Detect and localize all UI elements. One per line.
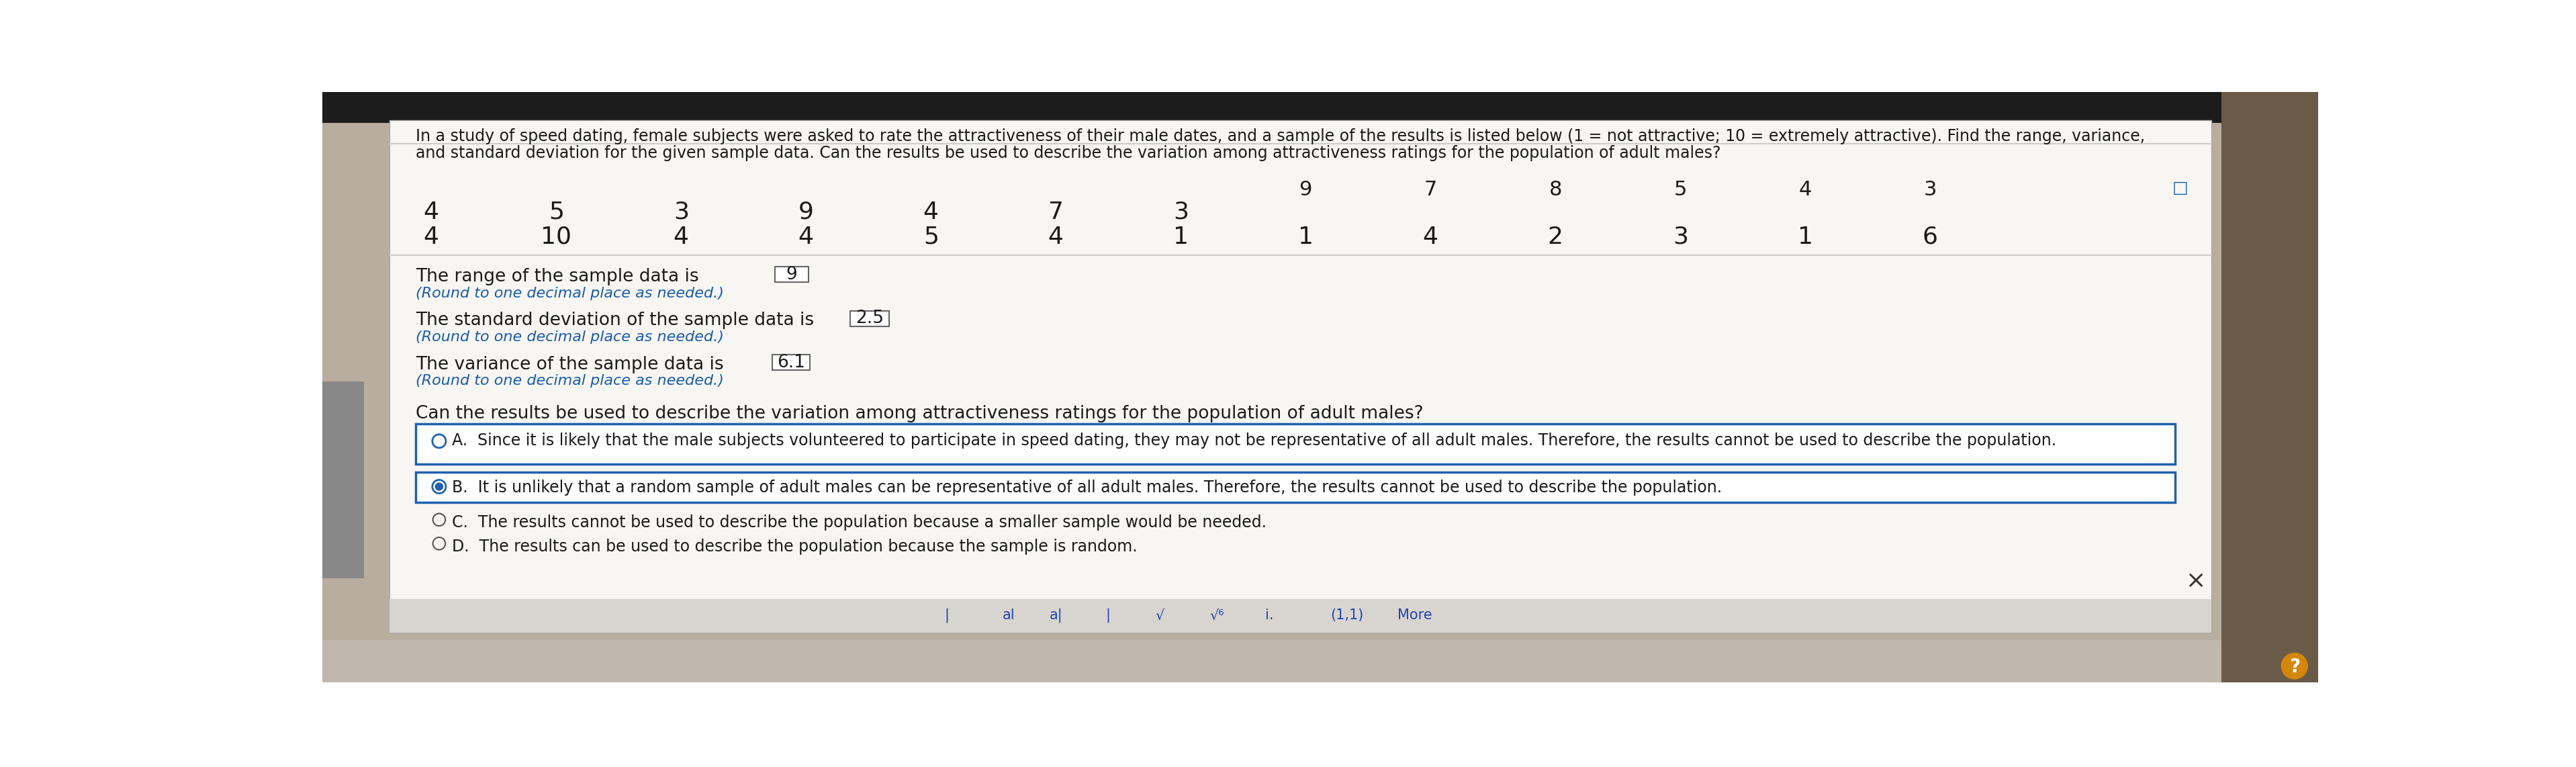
Text: C.  The results cannot be used to describe the population because a smaller samp: C. The results cannot be used to describ…: [453, 515, 1267, 531]
Text: a|: a|: [1048, 608, 1061, 623]
Text: and standard deviation for the given sample data. Can the results be used to des: and standard deviation for the given sam…: [415, 145, 1721, 161]
Text: 6: 6: [1922, 225, 1937, 249]
Text: 2: 2: [1548, 225, 1564, 249]
Text: 3: 3: [1924, 180, 1937, 199]
Text: 7: 7: [1048, 201, 1064, 223]
Text: √: √: [1157, 609, 1164, 622]
Bar: [322, 640, 2318, 683]
Text: 8: 8: [1548, 180, 1561, 199]
Text: (Round to one decimal place as needed.): (Round to one decimal place as needed.): [415, 331, 724, 344]
Bar: [389, 120, 2210, 633]
Text: 4: 4: [1798, 180, 1811, 199]
Text: 7: 7: [1425, 180, 1437, 199]
Text: 9: 9: [786, 266, 796, 283]
Bar: [322, 382, 363, 578]
Text: |: |: [945, 608, 948, 623]
Text: (Round to one decimal place as needed.): (Round to one decimal place as needed.): [415, 287, 724, 300]
Text: The range of the sample data is: The range of the sample data is: [415, 268, 698, 285]
Text: The standard deviation of the sample data is: The standard deviation of the sample dat…: [415, 312, 814, 329]
Text: 3: 3: [1672, 225, 1687, 249]
Text: |: |: [1105, 608, 1110, 623]
Text: More: More: [1399, 609, 1432, 622]
Text: 4: 4: [1422, 225, 1437, 249]
Text: 4: 4: [1048, 225, 1064, 249]
Text: 5: 5: [1674, 180, 1687, 199]
Text: In a study of speed dating, female subjects were asked to rate the attractivenes: In a study of speed dating, female subje…: [415, 128, 2146, 144]
Text: 3: 3: [1172, 201, 1188, 223]
Text: 1: 1: [1172, 225, 1188, 249]
Text: D.  The results can be used to describe the population because the sample is ran: D. The results can be used to describe t…: [453, 538, 1139, 555]
Bar: [2221, 92, 2318, 683]
Bar: [773, 355, 809, 370]
Text: A.  Since it is likely that the male subjects volunteered to participate in spee: A. Since it is likely that the male subj…: [453, 433, 2056, 449]
Text: 4: 4: [422, 201, 438, 223]
Text: 9: 9: [799, 201, 814, 223]
Text: □: □: [2172, 180, 2187, 196]
Text: ?: ?: [2290, 658, 2300, 676]
Text: The variance of the sample data is: The variance of the sample data is: [415, 356, 724, 374]
Bar: [389, 599, 2210, 633]
Bar: [775, 267, 809, 282]
Text: 2.5: 2.5: [855, 310, 884, 328]
Text: 4: 4: [922, 201, 938, 223]
Bar: [850, 311, 889, 326]
Text: 3: 3: [672, 201, 688, 223]
Text: (Round to one decimal place as needed.): (Round to one decimal place as needed.): [415, 374, 724, 388]
Text: 4: 4: [422, 225, 438, 249]
Text: 1: 1: [1798, 225, 1814, 249]
Text: 6.1: 6.1: [778, 354, 806, 371]
Text: i.: i.: [1265, 609, 1273, 622]
Text: 10: 10: [541, 225, 572, 249]
Text: Can the results be used to describe the variation among attractiveness ratings f: Can the results be used to describe the …: [415, 405, 1425, 423]
Text: 5: 5: [549, 201, 564, 223]
Text: √⁶: √⁶: [1211, 609, 1224, 622]
Text: ×: ×: [2184, 569, 2205, 592]
Bar: [415, 472, 2174, 502]
Bar: [415, 424, 2174, 464]
Circle shape: [2280, 653, 2308, 680]
Bar: [322, 92, 2318, 123]
Text: B.  It is unlikely that a random sample of adult males can be representative of : B. It is unlikely that a random sample o…: [453, 479, 1723, 495]
Text: 1: 1: [1298, 225, 1314, 249]
Text: 4: 4: [799, 225, 814, 249]
Text: 9: 9: [1298, 180, 1311, 199]
Text: al: al: [1002, 609, 1015, 622]
Text: 5: 5: [922, 225, 938, 249]
Text: 4: 4: [672, 225, 688, 249]
Text: (1,1): (1,1): [1332, 609, 1363, 622]
Circle shape: [435, 482, 443, 491]
